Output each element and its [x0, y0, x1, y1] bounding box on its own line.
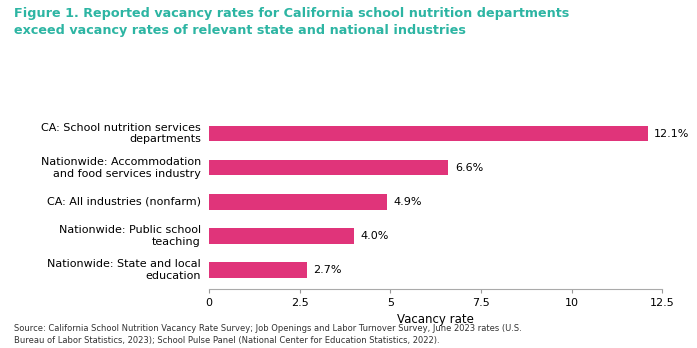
Text: Source: California School Nutrition Vacancy Rate Survey; Job Openings and Labor : Source: California School Nutrition Vaca…: [14, 324, 521, 345]
X-axis label: Vacancy rate: Vacancy rate: [397, 314, 474, 326]
Text: 4.0%: 4.0%: [360, 231, 389, 241]
Bar: [209, 228, 354, 244]
Bar: [209, 160, 448, 175]
Text: 6.6%: 6.6%: [455, 163, 483, 173]
Text: 12.1%: 12.1%: [654, 129, 689, 139]
Bar: [209, 194, 387, 209]
Bar: [209, 262, 307, 278]
Bar: [209, 126, 648, 141]
Text: 2.7%: 2.7%: [314, 265, 342, 275]
Text: 4.9%: 4.9%: [393, 197, 422, 207]
Text: Figure 1. Reported vacancy rates for California school nutrition departments
exc: Figure 1. Reported vacancy rates for Cal…: [14, 7, 569, 37]
